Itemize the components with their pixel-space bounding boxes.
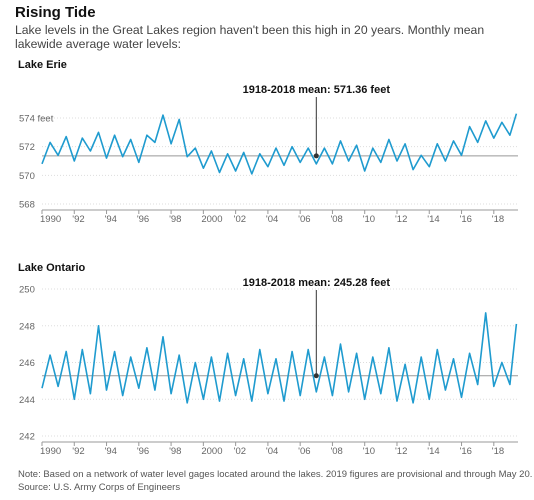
mean-marker-dot: [313, 373, 319, 379]
x-tick-label: '16: [460, 214, 472, 225]
x-tick-label: '96: [137, 446, 149, 457]
x-tick-label: '12: [395, 446, 407, 457]
mean-label: 1918-2018 mean: 245.28 feet: [243, 277, 391, 289]
chart-panel-1: Lake Ontario 242 244 246 248 250 1990 '92 '94 '96…: [18, 262, 518, 457]
x-tick-label: '02: [234, 446, 246, 457]
x-tick-label: '18: [492, 214, 504, 225]
y-tick-label: 568: [19, 200, 35, 211]
y-tick-label: 250: [19, 285, 35, 296]
y-tick-label: 246: [19, 358, 35, 369]
x-tick-label: '18: [492, 446, 504, 457]
y-tick-label: 242: [19, 432, 35, 443]
x-tick-label: '14: [427, 214, 439, 225]
y-tick-label: 574 feet: [19, 114, 54, 125]
page-subtitle: Lake levels in the Great Lakes region ha…: [15, 23, 485, 51]
y-tick-label: 572: [19, 142, 35, 153]
x-tick-label: '04: [266, 214, 278, 225]
y-tick-label: 570: [19, 171, 35, 182]
mean-label: 1918-2018 mean: 571.36 feet: [243, 84, 391, 96]
chart-title: Lake Erie: [18, 59, 67, 71]
x-tick-label: '14: [427, 446, 439, 457]
x-tick-label: '16: [460, 446, 472, 457]
x-tick-label: '92: [72, 446, 84, 457]
x-tick-label: 1990: [40, 446, 61, 457]
x-tick-label: '08: [330, 214, 342, 225]
footnote-note: Note: Based on a network of water level …: [18, 469, 533, 480]
series-line: [41, 113, 518, 175]
x-tick-label: '98: [169, 214, 181, 225]
x-tick-label: '10: [363, 446, 375, 457]
footnote-block: Note: Based on a network of water level …: [18, 468, 532, 494]
x-tick-label: '10: [363, 214, 375, 225]
x-tick-label: 2000: [201, 214, 222, 225]
x-tick-label: '06: [298, 446, 310, 457]
x-tick-label: '04: [266, 446, 278, 457]
x-tick-label: '12: [395, 214, 407, 225]
x-tick-label: '96: [137, 214, 149, 225]
chart-title: Lake Ontario: [18, 262, 86, 274]
page-title: Rising Tide: [15, 4, 96, 21]
x-tick-label: '92: [72, 214, 84, 225]
series-line: [41, 312, 518, 404]
x-tick-label: '02: [234, 214, 246, 225]
x-tick-label: 1990: [40, 214, 61, 225]
x-tick-label: '06: [298, 214, 310, 225]
x-tick-label: '08: [330, 446, 342, 457]
y-tick-label: 244: [19, 395, 35, 406]
mean-marker-dot: [313, 153, 319, 159]
x-tick-label: '94: [105, 446, 117, 457]
chart-panel-0: Lake Erie 568 570 572 574 feet 1990 '92 '94 '96 '…: [18, 59, 518, 225]
x-tick-label: '98: [169, 446, 181, 457]
y-tick-label: 248: [19, 321, 35, 332]
x-tick-label: 2000: [201, 446, 222, 457]
footnote-source: Source: U.S. Army Corps of Engineers: [18, 482, 181, 493]
x-tick-label: '94: [105, 214, 117, 225]
